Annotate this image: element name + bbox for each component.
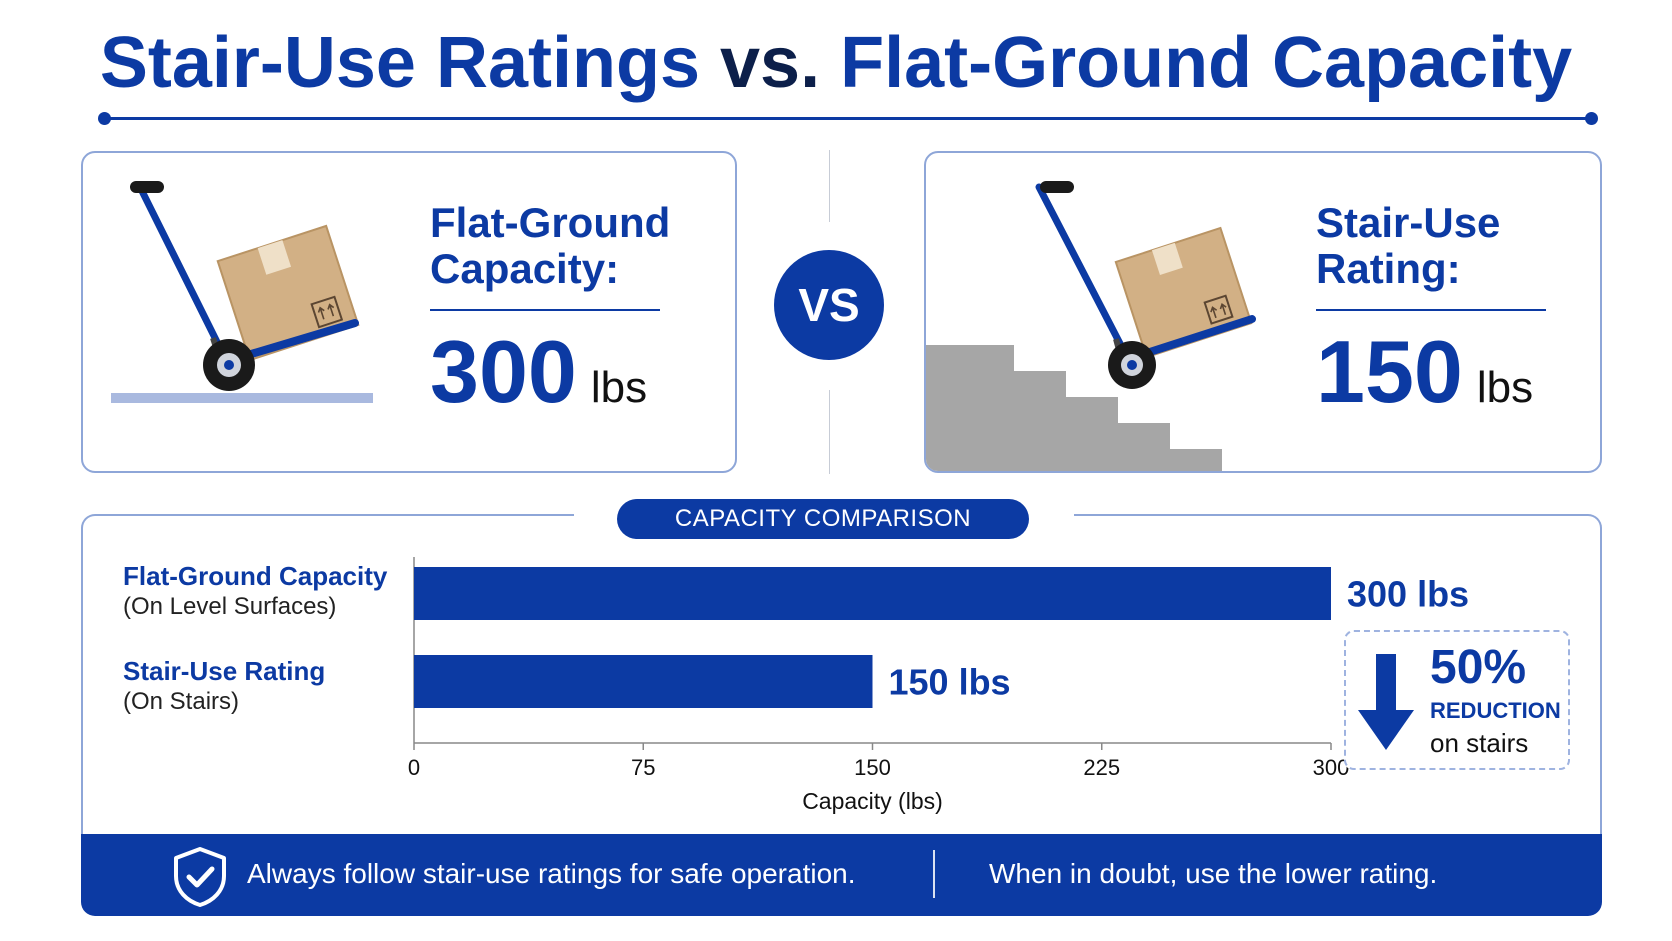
flat-ground-number: 300 <box>430 322 577 421</box>
stair-use-underline <box>1316 309 1546 311</box>
stair-use-label-line-1: Stair-Use <box>1316 199 1501 246</box>
stair-use-unit: lbs <box>1476 363 1534 412</box>
title-part-2: Flat-Ground Capacity <box>820 23 1573 103</box>
title-part-1: Stair-Use Ratings <box>99 23 720 103</box>
title-vs: vs. <box>720 23 821 103</box>
reduction-word: REDUCTION <box>1430 698 1561 723</box>
hand-truck-flat-illustration <box>111 181 373 403</box>
bar-value-label: 150 lbs <box>889 662 1011 703</box>
category-label-stairs: Stair-Use Rating (On Stairs) <box>123 655 325 717</box>
category-sub-flat: (On Level Surfaces) <box>123 593 337 620</box>
flat-ground-unit: lbs <box>590 363 648 412</box>
x-tick-label: 75 <box>631 755 655 780</box>
stair-use-card: Stair-Use Rating: 150 lbs <box>924 151 1602 473</box>
category-label-flat: Flat-Ground Capacity (On Level Surfaces) <box>123 560 387 622</box>
x-tick-label: 150 <box>854 755 891 780</box>
capacity-comparison-heading: CAPACITY COMPARISON <box>617 499 1029 539</box>
divider-bottom <box>829 390 830 474</box>
stair-use-label-line-2: Rating: <box>1316 245 1461 292</box>
footer-message-safety: Always follow stair-use ratings for safe… <box>247 858 856 889</box>
shield-check-icon <box>174 847 226 907</box>
divider-top <box>829 150 830 222</box>
stair-use-value: 150 lbs <box>1316 321 1533 423</box>
hand-truck-stairs-illustration <box>926 181 1256 471</box>
category-name-flat: Flat-Ground Capacity <box>123 561 388 591</box>
flat-ground-underline <box>430 309 660 311</box>
flat-ground-label-line-1: Flat-Ground <box>430 199 671 246</box>
x-tick-label: 300 <box>1313 755 1350 780</box>
stair-use-number: 150 <box>1316 322 1463 421</box>
bar-stair-use <box>414 655 873 708</box>
footer-separator <box>933 850 935 898</box>
vs-badge: VS <box>774 250 884 360</box>
flat-ground-value: 300 lbs <box>430 321 647 423</box>
bar-value-label: 300 lbs <box>1347 574 1469 615</box>
x-tick-label: 0 <box>408 755 420 780</box>
bar-flat-ground <box>414 567 1331 620</box>
category-name-stairs: Stair-Use Rating <box>123 656 326 686</box>
flat-ground-card: Flat-Ground Capacity: 300 lbs <box>81 151 737 473</box>
title-rule <box>98 112 1598 125</box>
flat-ground-label-line-2: Capacity: <box>430 245 620 292</box>
footer-message-doubt: When in doubt, use the lower rating. <box>989 858 1438 889</box>
page-title: Stair-Use Ratings vs. Flat-Ground Capaci… <box>0 22 1672 104</box>
reduction-callout: 50% REDUCTION on stairs <box>1344 630 1570 770</box>
safety-footer: Always follow stair-use ratings for safe… <box>81 834 1602 916</box>
down-arrow-icon <box>1358 654 1414 750</box>
reduction-note: on stairs <box>1430 728 1529 758</box>
x-axis-title: Capacity (lbs) <box>802 788 943 814</box>
category-sub-stairs: (On Stairs) <box>123 688 240 715</box>
reduction-percent: 50% <box>1430 641 1527 694</box>
x-tick-label: 225 <box>1083 755 1120 780</box>
